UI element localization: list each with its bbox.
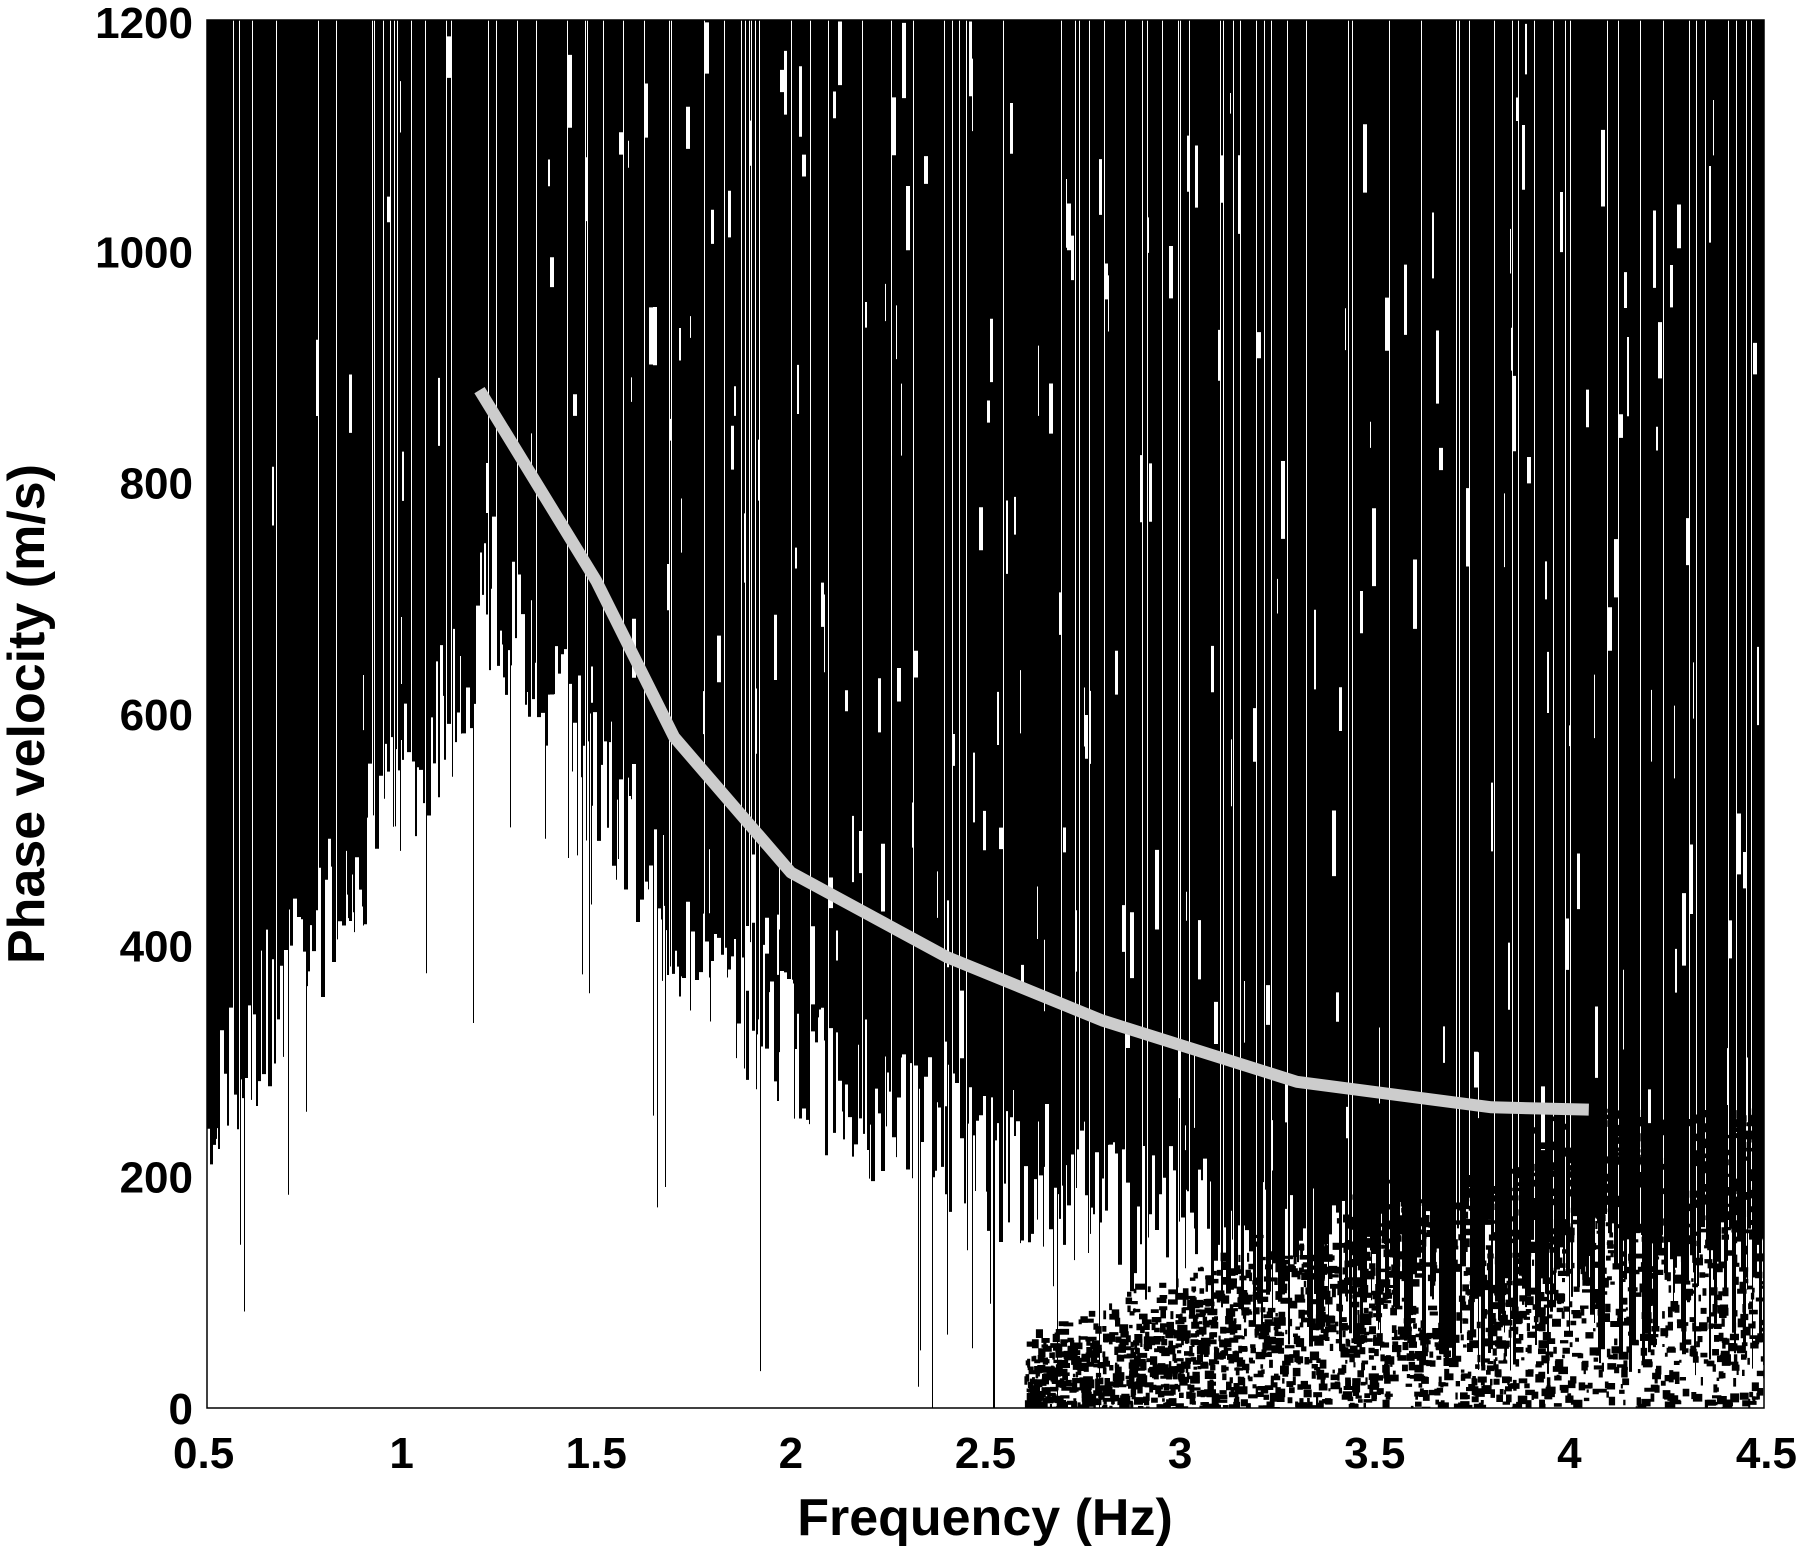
y-tick-label: 200 — [120, 1154, 193, 1203]
x-tick-label: 4.5 — [1736, 1429, 1797, 1478]
noise-speckle — [1024, 1107, 1764, 1408]
y-tick-label: 600 — [120, 691, 193, 740]
energy-band-upper — [207, 20, 1764, 1408]
x-tick-label: 3.5 — [1344, 1429, 1405, 1478]
y-tick-label: 0 — [169, 1385, 193, 1434]
dispersion-curve-line — [474, 386, 1589, 1116]
plot-frame — [206, 19, 1765, 1409]
x-tick-label: 2.5 — [955, 1429, 1016, 1478]
x-tick-label: 2 — [779, 1429, 803, 1478]
y-axis-ticks: 0 200 400 600 800 1000 1200 — [95, 0, 193, 1434]
picked-dispersion-curve-layer — [474, 386, 1589, 1116]
x-tick-label: 3 — [1168, 1429, 1192, 1478]
x-tick-label: 1.5 — [566, 1429, 627, 1478]
y-axis-title: Phase velocity (m/s) — [0, 464, 56, 964]
dispersion-image — [207, 20, 1764, 1408]
y-tick-label: 800 — [120, 460, 193, 509]
x-axis-title: Frequency (Hz) — [797, 1489, 1173, 1547]
x-tick-label: 0.5 — [173, 1429, 234, 1478]
x-axis-ticks: 0.5 1 1.5 2 2.5 3 3.5 4 4.5 — [173, 1429, 1797, 1478]
y-tick-label: 1000 — [95, 228, 193, 277]
y-tick-label: 400 — [120, 922, 193, 971]
x-tick-label: 4 — [1557, 1429, 1582, 1478]
x-tick-label: 1 — [389, 1429, 413, 1478]
y-tick-label: 1200 — [95, 0, 193, 48]
